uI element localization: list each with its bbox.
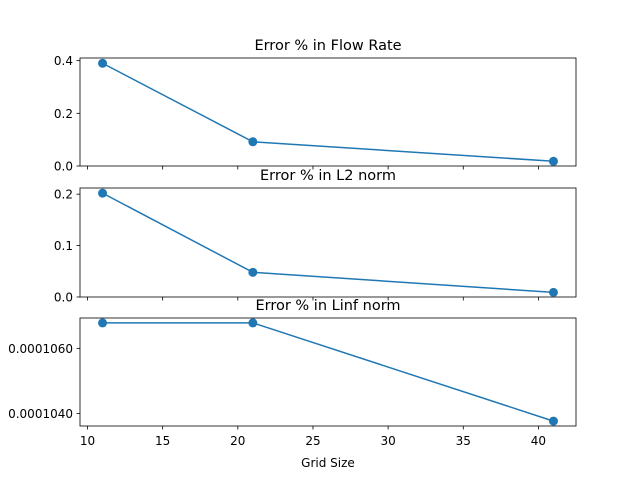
chart-title: Error % in Linf norm [255, 298, 400, 314]
y-tick-label: 0.0 [54, 160, 73, 174]
data-point [248, 137, 258, 147]
series-line [102, 62, 554, 163]
axes-frame [79, 57, 577, 167]
data-point [248, 267, 258, 277]
series-line [102, 192, 554, 294]
data-point [248, 318, 258, 328]
x-tick-label: 40 [531, 434, 546, 448]
x-tick-label: 30 [380, 434, 395, 448]
data-point [98, 318, 108, 328]
series-line [102, 322, 554, 422]
axes-frame [79, 187, 577, 298]
y-tick-label: 0.4 [54, 54, 73, 68]
y-tick-label: 0.0001060 [8, 342, 73, 356]
chart-title: Error % in Flow Rate [254, 38, 401, 54]
x-tick-label: 10 [80, 434, 95, 448]
y-tick-label: 0.0001040 [8, 407, 73, 421]
data-point [98, 58, 108, 68]
subplot-3: Error % in Linf norm 0.0001040 0.0001060 10… [8, 298, 577, 448]
data-point [548, 156, 558, 166]
x-tick-label: 35 [456, 434, 471, 448]
data-point [548, 416, 558, 426]
data-point [548, 287, 558, 297]
y-tick-label: 0.1 [54, 239, 73, 253]
chart-title: Error % in L2 norm [260, 168, 396, 184]
x-tick-label: 20 [230, 434, 245, 448]
y-tick-label: 0.2 [54, 107, 73, 121]
subplot-1: Error % in Flow Rate 0.0 0.2 0.4 [54, 38, 577, 174]
x-axis-label: Grid Size [301, 456, 355, 470]
subplot-2: Error % in L2 norm 0.0 0.1 0.2 [54, 168, 577, 305]
x-tick-label: 15 [155, 434, 170, 448]
y-tick-label: 0.2 [54, 188, 73, 202]
y-tick-label: 0.0 [54, 291, 73, 305]
x-tick-label: 25 [305, 434, 320, 448]
axes-frame [79, 317, 577, 427]
data-point [98, 188, 108, 198]
